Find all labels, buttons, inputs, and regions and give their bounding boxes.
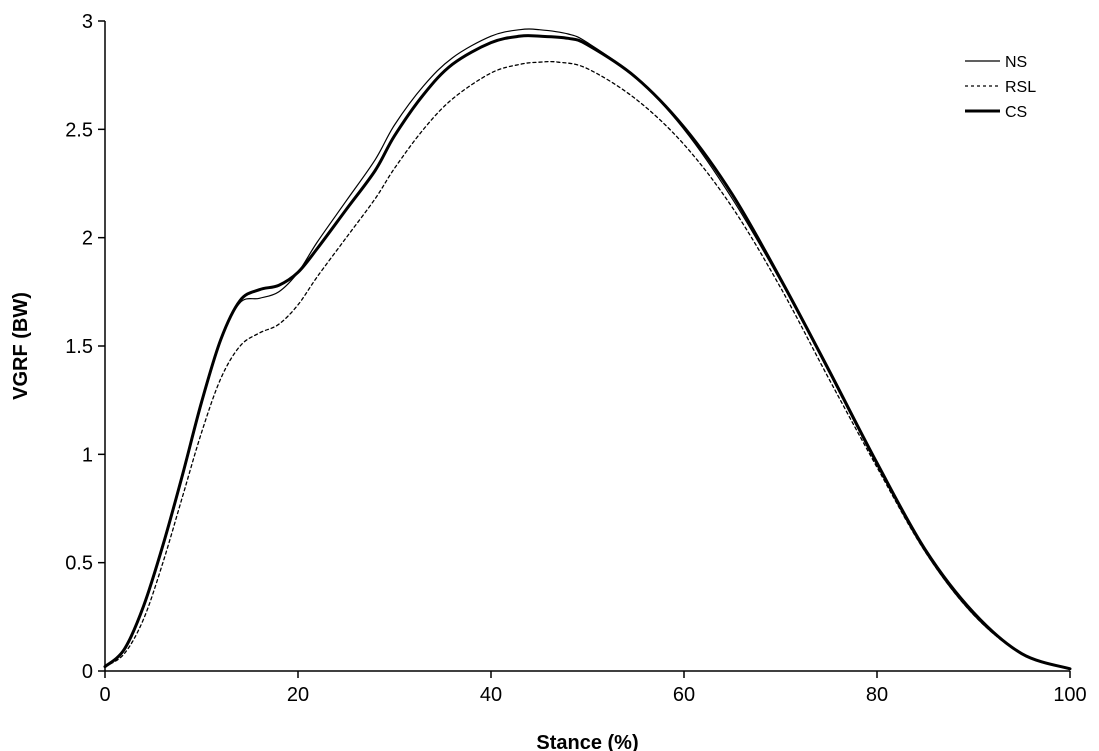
series-line-cs xyxy=(103,34,1072,671)
series-line-rsl xyxy=(104,60,1071,670)
x-axis-title: Stance (%) xyxy=(536,732,638,751)
legend: NS RSL CS xyxy=(965,54,1036,121)
x-tick-label: 0 xyxy=(99,684,110,706)
series-group xyxy=(103,28,1072,671)
y-tick-label: 0.5 xyxy=(65,553,93,575)
series-line-ns xyxy=(104,28,1071,670)
legend-label-ns: NS xyxy=(1005,54,1027,71)
x-tick-label: 60 xyxy=(673,684,695,706)
legend-label-cs: CS xyxy=(1005,104,1027,121)
y-ticks: 0 0.5 1 1.5 2 2.5 3 xyxy=(65,11,105,683)
axes: 0 0.5 1 1.5 2 2.5 3 0 20 40 60 80 100 xyxy=(65,11,1087,706)
y-tick-label: 1 xyxy=(82,444,93,466)
x-tick-label: 20 xyxy=(287,684,309,706)
y-tick-label: 2.5 xyxy=(65,119,93,141)
x-ticks: 0 20 40 60 80 100 xyxy=(99,671,1087,706)
y-axis-title: VGRF (BW) xyxy=(10,292,32,400)
legend-label-rsl: RSL xyxy=(1005,79,1036,96)
y-tick-label: 3 xyxy=(82,11,93,33)
y-tick-label: 1.5 xyxy=(65,336,93,358)
x-tick-label: 40 xyxy=(480,684,502,706)
x-tick-label: 80 xyxy=(866,684,888,706)
y-tick-label: 0 xyxy=(82,661,93,683)
x-tick-label: 100 xyxy=(1053,684,1086,706)
y-tick-label: 2 xyxy=(82,228,93,250)
